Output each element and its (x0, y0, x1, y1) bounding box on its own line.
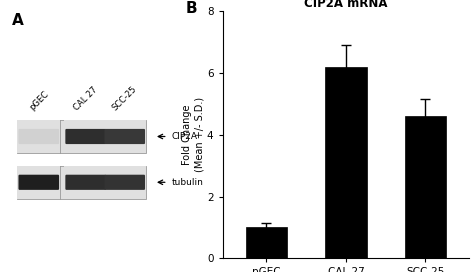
Text: CIP2A: CIP2A (172, 132, 198, 141)
Bar (405, 116, 446, 258)
FancyBboxPatch shape (104, 129, 145, 144)
Bar (17, 166, 60, 199)
Bar (64, 120, 107, 153)
Bar (17, 166, 146, 199)
Bar (17, 120, 146, 153)
Bar (64, 166, 107, 199)
FancyBboxPatch shape (18, 175, 59, 190)
FancyBboxPatch shape (65, 129, 106, 144)
Bar (325, 67, 366, 258)
FancyBboxPatch shape (104, 175, 145, 190)
Bar (103, 166, 146, 199)
Bar (103, 120, 146, 153)
Text: B: B (185, 1, 197, 16)
Bar (17, 120, 60, 153)
Text: pGEC: pGEC (27, 90, 50, 112)
Text: SCC-25: SCC-25 (111, 84, 139, 112)
FancyBboxPatch shape (65, 175, 106, 190)
Text: CAL 27: CAL 27 (72, 85, 99, 112)
Title: CIP2A mRNA: CIP2A mRNA (304, 0, 388, 10)
Text: A: A (11, 13, 23, 28)
Text: tubulin: tubulin (172, 178, 203, 187)
Bar (246, 227, 287, 258)
FancyBboxPatch shape (18, 129, 59, 144)
Y-axis label: Fold Change
(Mean +/- S.D.): Fold Change (Mean +/- S.D.) (182, 97, 204, 172)
